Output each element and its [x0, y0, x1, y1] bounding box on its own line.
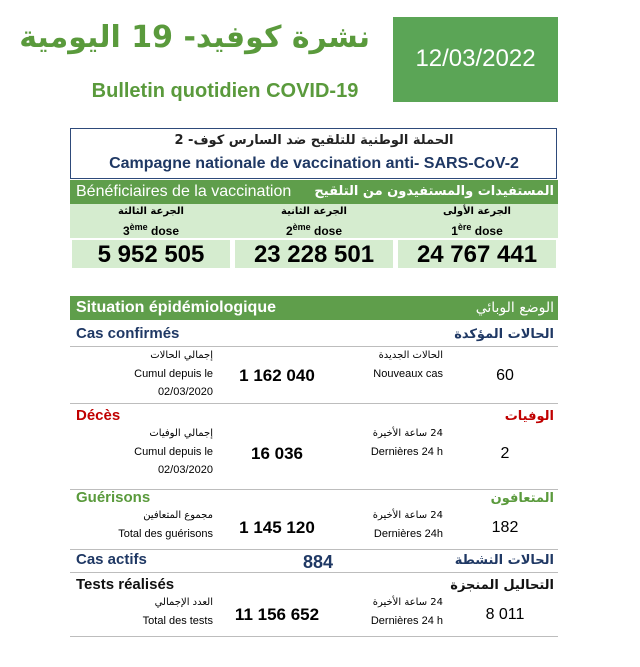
recent-label-ar: الحالات الجديدة: [378, 350, 443, 361]
dose-value: 23 228 501: [253, 241, 375, 268]
recent-value: 2: [500, 445, 510, 462]
active-title-fr: Cas actifs: [76, 551, 147, 568]
total-label-fr: Total des guérisons: [118, 528, 213, 540]
section-title-ar: الحالات المؤكدة: [454, 327, 554, 342]
campaign-fr: Campagne nationale de vaccination anti- …: [109, 155, 519, 172]
recent-label-fr: Nouveaux cas: [373, 368, 443, 380]
section-title-fr: Tests réalisés: [76, 576, 175, 593]
dose-box: [235, 240, 393, 268]
total-label-ar: مجموع المتعافين: [143, 510, 213, 521]
total-value: 1 162 040: [239, 366, 315, 385]
recent-label-fr: Dernières 24 h: [370, 446, 443, 458]
dose-suffix: ère: [457, 222, 472, 232]
separator: [70, 403, 558, 404]
vaccination-bar: [70, 180, 558, 204]
total-label-fr: Cumul depuis le: [134, 446, 213, 458]
active-value: 884: [302, 552, 334, 572]
situation-label-fr: Situation épidémiologique: [76, 299, 276, 316]
section-title-ar: التحاليل المنجزة: [450, 578, 554, 593]
section-title-fr: Guérisons: [76, 489, 151, 506]
recent-value: 182: [491, 519, 519, 536]
dose-value: 24 767 441: [416, 241, 538, 268]
dose-box: [398, 240, 556, 268]
dose-label-fr: 1ère dose: [398, 222, 556, 238]
total-label-fr: Total des tests: [142, 615, 213, 627]
separator: [70, 636, 558, 637]
dose-label-ar: الجرعة الثالثة: [118, 206, 184, 217]
total-label-ar: العدد الإجمالي: [154, 597, 213, 608]
active-title-ar: الحالات النشطة: [454, 553, 554, 568]
title-ar: نشرة كوفيد- 19 اليومية: [19, 20, 370, 55]
dose-suffix: ème: [129, 222, 148, 232]
dose-label-fr: 2ème dose: [235, 222, 393, 238]
recent-label-ar: 24 ساعة الأخيرة: [372, 597, 443, 608]
date-box: [393, 17, 558, 102]
dose-label-ar: الجرعة الأولى: [443, 206, 511, 217]
dose-ordinal: 3: [122, 224, 130, 238]
campaign-box: [70, 128, 557, 179]
total-value: 1 145 120: [239, 518, 315, 537]
section-title-ar: المتعافون: [490, 491, 554, 506]
campaign-ar: الحملة الوطنية للتلقيح ضد السارس كوف- 2: [174, 133, 454, 148]
total-label-ar: إجمالي الوفيات: [149, 428, 213, 439]
vaccination-label-fr: Bénéficiaires de la vaccination: [76, 183, 292, 200]
separator: [70, 572, 558, 573]
section-title-fr: Décès: [76, 407, 121, 424]
total-since: 02/03/2020: [157, 386, 213, 398]
situation-bar: [70, 296, 558, 320]
dose-label-fr: 3ème dose: [72, 222, 230, 238]
doses-header: [70, 204, 558, 238]
total-value: 16 036: [251, 444, 303, 463]
recent-label-fr: Dernières 24h: [373, 528, 443, 540]
section-title-fr: Cas confirmés: [76, 325, 180, 342]
dose-ordinal: 1: [451, 224, 458, 238]
recent-label-fr: Dernières 24 h: [370, 615, 443, 627]
vaccination-label-ar: المستفيدات والمستفيدون من التلقيح: [314, 184, 554, 199]
situation-label-ar: الوضع الوبائي: [475, 300, 554, 316]
total-value: 11 156 652: [234, 605, 320, 624]
separator: [70, 489, 558, 490]
recent-label-ar: 24 ساعة الأخيرة: [372, 510, 443, 521]
section-title-ar: الوفيات: [504, 409, 554, 424]
separator: [70, 346, 558, 347]
recent-value: 8 011: [485, 606, 525, 623]
dose-box: [72, 240, 230, 268]
dose-word: dose: [151, 224, 180, 238]
dose-label-ar: الجرعة الثانية: [281, 206, 347, 217]
recent-value: 60: [496, 367, 514, 384]
separator: [70, 549, 558, 550]
recent-label-ar: 24 ساعة الأخيرة: [372, 428, 443, 439]
dose-suffix: ème: [292, 222, 311, 232]
dose-ordinal: 2: [285, 224, 293, 238]
total-since: 02/03/2020: [157, 464, 213, 476]
title-fr: Bulletin quotidien COVID-19: [91, 80, 359, 102]
total-label-ar: إجمالي الحالات: [150, 350, 213, 361]
dose-word: dose: [474, 224, 503, 238]
total-label-fr: Cumul depuis le: [134, 368, 213, 380]
dose-value: 5 952 505: [97, 241, 205, 268]
dose-word: dose: [314, 224, 343, 238]
date: 12/03/2022: [415, 45, 536, 72]
